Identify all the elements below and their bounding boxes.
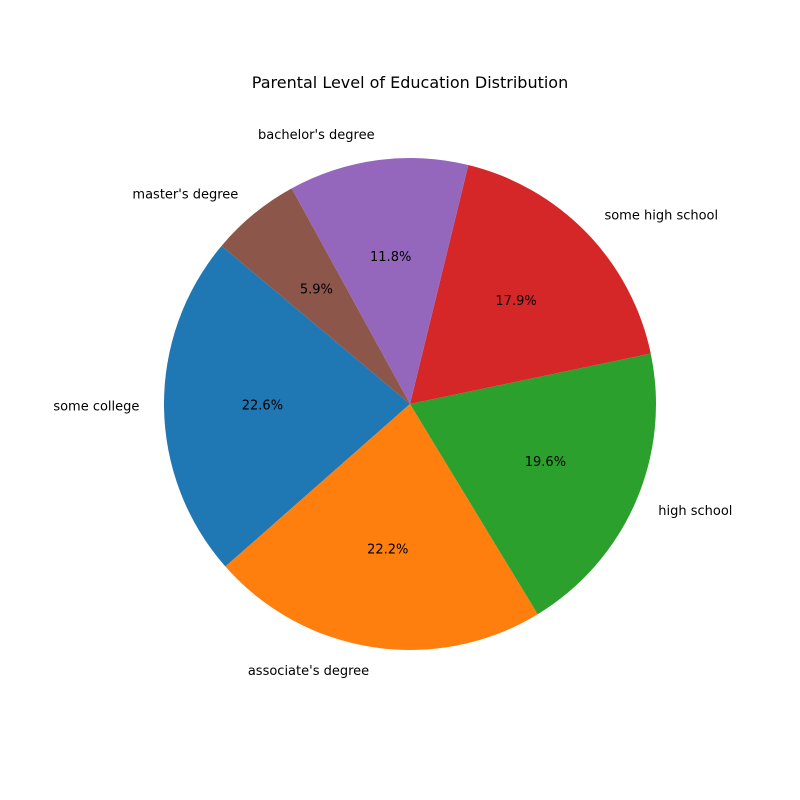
pie-slice-bachelor-s-degree bbox=[291, 158, 469, 404]
slice-label-some-college: some college bbox=[53, 400, 139, 415]
chart-title: Parental Level of Education Distribution bbox=[252, 73, 568, 92]
slice-label-high-school: high school bbox=[658, 504, 732, 519]
pct-label-associate-s-degree: 22.2% bbox=[367, 542, 408, 557]
pct-label-master-s-degree: 5.9% bbox=[300, 282, 333, 297]
slice-label-bachelor-s-degree: bachelor's degree bbox=[258, 128, 375, 143]
pct-label-some-high-school: 17.9% bbox=[495, 294, 536, 309]
slice-label-master-s-degree: master's degree bbox=[132, 187, 238, 202]
slice-label-associate-s-degree: associate's degree bbox=[248, 664, 369, 679]
pie-slice-some-college bbox=[164, 245, 410, 567]
pie-slice-high-school bbox=[410, 353, 656, 615]
slice-label-some-high-school: some high school bbox=[604, 208, 718, 223]
pct-label-high-school: 19.6% bbox=[525, 455, 566, 470]
pct-label-bachelor-s-degree: 11.8% bbox=[370, 250, 411, 265]
pie-labels: some college 22.6% associate's degree 22.2%… bbox=[53, 128, 732, 679]
pie-slice-associate-s-degree bbox=[225, 404, 538, 650]
pie-slices bbox=[164, 158, 656, 650]
pie-slice-master-s-degree bbox=[221, 188, 410, 404]
pie-slice-some-high-school bbox=[410, 165, 651, 404]
pct-label-some-college: 22.6% bbox=[242, 398, 283, 413]
